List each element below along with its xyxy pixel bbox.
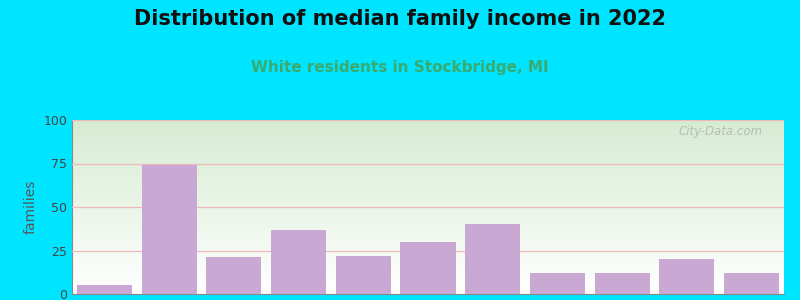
Bar xyxy=(530,273,585,294)
Bar xyxy=(206,257,262,294)
Text: White residents in Stockbridge, MI: White residents in Stockbridge, MI xyxy=(251,60,549,75)
Bar xyxy=(724,273,779,294)
Bar xyxy=(594,273,650,294)
Bar xyxy=(77,285,132,294)
Bar xyxy=(271,230,326,294)
Text: Distribution of median family income in 2022: Distribution of median family income in … xyxy=(134,9,666,29)
Bar xyxy=(401,242,455,294)
Bar xyxy=(466,224,520,294)
Bar xyxy=(336,256,390,294)
Bar xyxy=(142,165,197,294)
Y-axis label: families: families xyxy=(24,180,38,234)
Bar xyxy=(659,259,714,294)
Text: City-Data.com: City-Data.com xyxy=(678,125,762,138)
